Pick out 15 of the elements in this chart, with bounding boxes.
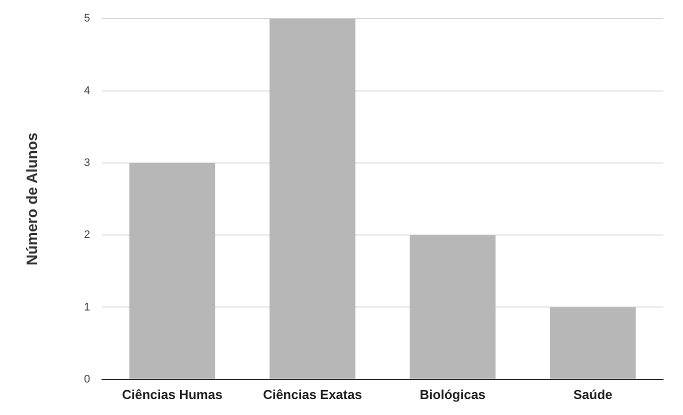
x-tick-label: Ciências Humas	[122, 386, 222, 402]
bar	[270, 18, 356, 379]
y-tick-label: 5	[84, 12, 90, 25]
bar	[550, 307, 636, 379]
bar	[410, 235, 496, 379]
y-axis-title: Número de Alunos	[24, 132, 42, 266]
y-tick-label: 0	[84, 373, 90, 386]
y-tick-label: 2	[84, 229, 90, 242]
x-tick-label: Biológicas	[420, 386, 486, 402]
y-tick-label: 4	[84, 84, 90, 97]
bar	[129, 162, 216, 379]
y-tick-label: 3	[84, 156, 90, 169]
x-tick-label: Ciências Exatas	[262, 386, 362, 402]
y-tick-label: 1	[84, 301, 90, 314]
x-tick-label: Saúde	[573, 386, 612, 402]
